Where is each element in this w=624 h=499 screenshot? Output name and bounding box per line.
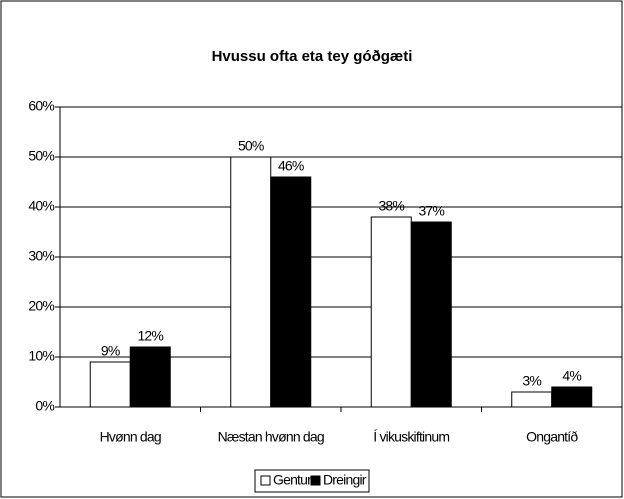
value-label: 50% [238, 138, 264, 154]
y-tick-label: 50% [28, 148, 54, 164]
x-tick-label: Í vikuskiftinum [373, 429, 449, 445]
bar [410, 221, 452, 408]
legend-swatch [310, 475, 321, 486]
value-label: 9% [101, 343, 120, 359]
y-tick-label: 10% [28, 348, 54, 364]
value-label: 12% [137, 328, 163, 344]
bar [129, 346, 171, 408]
chart-title: Hvussu ofta eta tey góðgæti [212, 48, 413, 65]
value-label: 38% [378, 198, 404, 214]
x-tick-label: Ongantíð [526, 429, 578, 445]
x-tick-label: Hvønn dag [100, 429, 161, 445]
bar [230, 156, 272, 408]
y-tick-label: 40% [28, 198, 54, 214]
value-label: 3% [522, 373, 541, 389]
bar [551, 386, 593, 408]
y-tick-label: 0% [35, 398, 54, 414]
value-label: 37% [418, 203, 444, 219]
x-tick-label: Næstan hvønn dag [218, 429, 324, 445]
bar [270, 176, 312, 408]
bar [89, 361, 131, 408]
y-tick-label: 20% [28, 298, 54, 314]
y-tick-label: 30% [28, 248, 54, 264]
bar [511, 391, 553, 408]
legend-label: Gentur [273, 472, 312, 488]
bar [370, 216, 412, 408]
legend-label: Dreingir [323, 472, 367, 488]
y-tick-label: 60% [28, 98, 54, 114]
value-label: 4% [562, 368, 581, 384]
legend-swatch [260, 475, 271, 486]
value-label: 46% [278, 158, 304, 174]
